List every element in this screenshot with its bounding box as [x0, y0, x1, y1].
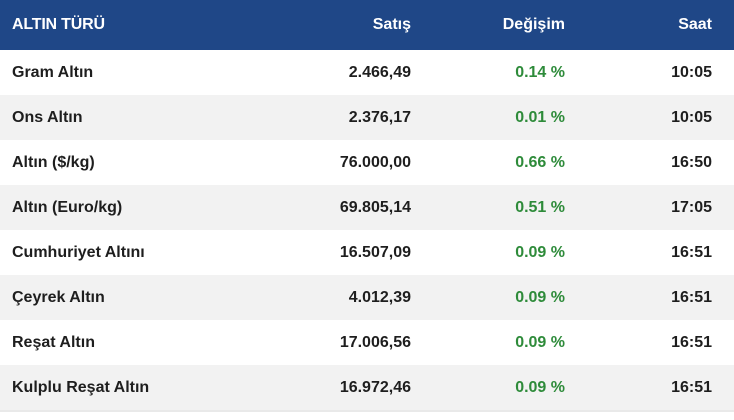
table-row[interactable]: Cumhuriyet Altını 16.507,09 0.09 % 16:51: [0, 230, 734, 275]
change-percent: 0.09 %: [515, 378, 565, 396]
update-time: 16:51: [671, 288, 712, 306]
sell-price: 16.507,09: [339, 243, 411, 261]
header-time[interactable]: Saat: [678, 16, 712, 33]
gold-type[interactable]: Çeyrek Altın: [12, 288, 105, 306]
update-time: 10:05: [671, 63, 712, 81]
update-time: 16:50: [671, 153, 712, 171]
sell-price: 4.012,39: [348, 288, 411, 306]
change-percent: 0.09 %: [515, 288, 565, 306]
change-percent: 0.66 %: [515, 153, 565, 171]
sell-price: 16.972,46: [339, 378, 411, 396]
gold-type[interactable]: Ons Altın: [12, 108, 83, 126]
table-row[interactable]: Gram Altın 2.466,49 0.14 % 10:05: [0, 50, 734, 95]
gold-type[interactable]: Reşat Altın: [12, 333, 95, 351]
update-time: 17:05: [671, 198, 712, 216]
gold-type[interactable]: Altın ($/kg): [12, 153, 95, 171]
sell-price: 76.000,00: [339, 153, 411, 171]
table-row[interactable]: Altın ($/kg) 76.000,00 0.66 % 16:50: [0, 140, 734, 185]
header-sell[interactable]: Satış: [372, 16, 411, 33]
update-time: 16:51: [671, 333, 712, 351]
change-percent: 0.14 %: [515, 63, 565, 81]
sell-price: 2.466,49: [348, 63, 411, 81]
table-bottom-divider: [0, 410, 734, 412]
update-time: 16:51: [671, 378, 712, 396]
header-gold-type[interactable]: ALTIN TÜRÜ: [12, 16, 105, 33]
sell-price: 17.006,56: [339, 333, 411, 351]
table-row[interactable]: Kulplu Reşat Altın 16.972,46 0.09 % 16:5…: [0, 365, 734, 410]
table-row[interactable]: Altın (Euro/kg) 69.805,14 0.51 % 17:05: [0, 185, 734, 230]
gold-type[interactable]: Cumhuriyet Altını: [12, 243, 145, 261]
change-percent: 0.51 %: [515, 198, 565, 216]
header-change[interactable]: Değişim: [502, 16, 565, 33]
gold-type[interactable]: Gram Altın: [12, 63, 94, 81]
table-row[interactable]: Çeyrek Altın 4.012,39 0.09 % 16:51: [0, 275, 734, 320]
update-time: 10:05: [671, 108, 712, 126]
table-row[interactable]: Ons Altın 2.376,17 0.01 % 10:05: [0, 95, 734, 140]
table-header: ALTIN TÜRÜ Satış Değişim Saat: [0, 0, 734, 50]
sell-price: 69.805,14: [339, 198, 411, 216]
change-percent: 0.09 %: [515, 333, 565, 351]
change-percent: 0.01 %: [515, 108, 565, 126]
sell-price: 2.376,17: [348, 108, 411, 126]
change-percent: 0.09 %: [515, 243, 565, 261]
gold-type[interactable]: Altın (Euro/kg): [12, 198, 123, 216]
gold-type[interactable]: Kulplu Reşat Altın: [12, 378, 150, 396]
table-row[interactable]: Reşat Altın 17.006,56 0.09 % 16:51: [0, 320, 734, 365]
update-time: 16:51: [671, 243, 712, 261]
